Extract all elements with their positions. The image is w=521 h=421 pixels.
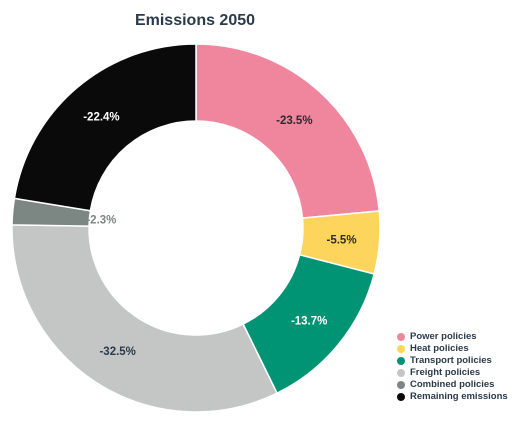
legend-item: Freight policies <box>397 367 508 378</box>
legend-label: Heat policies <box>410 343 469 354</box>
legend-swatch <box>397 392 405 401</box>
data-label-combined-policies: -2.3% <box>86 214 116 226</box>
legend-label: Power policies <box>410 331 477 342</box>
slice-remaining-emissions <box>13 43 197 212</box>
legend-item: Combined policies <box>397 379 508 390</box>
legend-swatch <box>397 380 405 389</box>
slice-power-policies <box>195 43 381 219</box>
data-label-remaining-emissions: -22.4% <box>83 112 119 124</box>
legend-swatch <box>397 368 405 377</box>
legend-item: Power policies <box>397 331 508 342</box>
legend-label: Combined policies <box>410 379 495 390</box>
legend-swatch <box>397 356 405 365</box>
legend-swatch <box>397 332 405 341</box>
legend-label: Freight policies <box>410 367 481 378</box>
legend: Power policies Heat policies Transport pol… <box>397 331 508 403</box>
data-label-power-policies: -23.5% <box>276 115 312 127</box>
data-label-heat-policies: -5.5% <box>327 235 357 247</box>
legend-label: Transport policies <box>410 355 492 366</box>
legend-swatch <box>397 344 405 353</box>
data-label-transport-policies: -13.7% <box>291 315 327 327</box>
legend-item: Transport policies <box>397 355 508 366</box>
slice-freight-policies <box>11 224 279 413</box>
legend-label: Remaining emissions <box>410 391 508 402</box>
data-label-freight-policies: -32.5% <box>99 346 135 358</box>
chart-title: Emissions 2050 <box>134 12 256 29</box>
legend-item: Remaining emissions <box>397 391 508 402</box>
legend-item: Heat policies <box>397 343 508 354</box>
